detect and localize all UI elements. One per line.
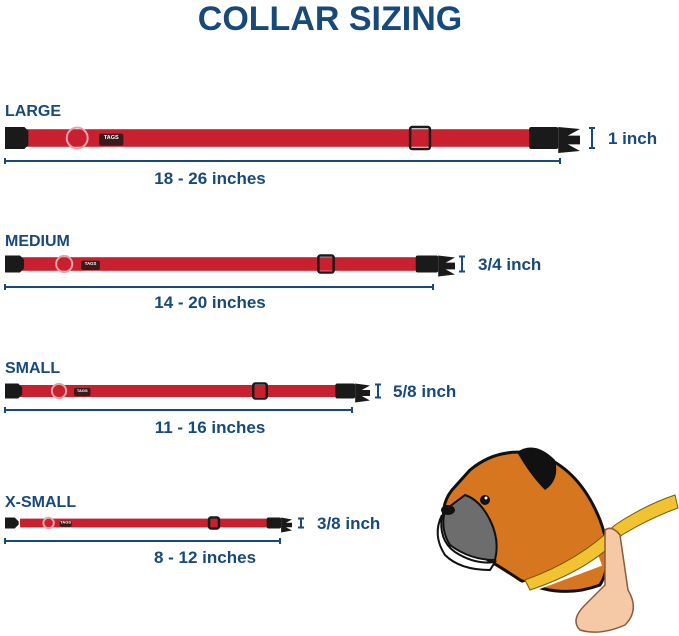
slider-buckle <box>207 516 221 530</box>
dog-measuring-illustration <box>436 447 679 633</box>
collar-size-small: SMALL TAGS 11 - 16 inches 5/8 inch <box>4 360 456 437</box>
size-label: SMALL <box>5 360 60 377</box>
brand-tag <box>99 133 124 146</box>
d-ring <box>50 382 68 400</box>
brand-tag-text: TAGS <box>60 520 71 525</box>
width-indicator <box>589 127 595 149</box>
brand-tag-text: TAGS <box>85 261 97 266</box>
buckle-left <box>5 383 23 399</box>
buckle-clip <box>558 127 580 154</box>
buckle-right <box>529 127 559 149</box>
strap-width: 3/8 inch <box>317 514 380 533</box>
brand-tag-text: TAGS <box>77 388 88 393</box>
size-label: LARGE <box>5 103 61 120</box>
buckle-left <box>4 255 24 273</box>
brand-tag <box>59 520 72 527</box>
strap-width: 5/8 inch <box>393 382 456 401</box>
buckle-right <box>335 383 356 399</box>
page-title: COLLAR SIZING <box>198 0 462 38</box>
length-range: 11 - 16 inches <box>155 418 266 437</box>
brand-tag <box>74 388 91 397</box>
brand-tag <box>81 260 100 270</box>
buckle-right <box>266 517 282 529</box>
collar-size-large: LARGE TAGS 18 - 26 inches 1 inch <box>4 103 657 188</box>
buckle-left <box>5 517 19 529</box>
d-ring <box>42 516 55 530</box>
collar-strap <box>20 385 345 397</box>
buckle-right <box>415 255 439 273</box>
size-label: X-SMALL <box>5 494 76 511</box>
strap-width: 3/4 inch <box>478 255 541 274</box>
width-indicator <box>459 255 465 273</box>
buckle-clip <box>281 517 292 533</box>
buckle-clip <box>355 383 370 403</box>
width-indicator <box>298 517 304 529</box>
collar-size-medium: MEDIUM TAGS 14 - 20 inches 3/4 inch <box>4 233 541 312</box>
buckle-clip <box>438 255 455 277</box>
length-range: 14 - 20 inches <box>154 293 266 312</box>
collar-strap <box>20 129 555 147</box>
size-label: MEDIUM <box>5 233 70 250</box>
collar-strap <box>20 257 430 271</box>
collar-size-x-small: X-SMALL TAGS 8 - 12 inches 3/8 inch <box>4 494 380 567</box>
collar-strap <box>20 518 267 528</box>
slider-buckle <box>252 382 268 400</box>
buckle-left <box>5 127 29 149</box>
width-indicator <box>375 383 381 399</box>
length-range: 18 - 26 inches <box>154 169 266 188</box>
brand-tag-text: TAGS <box>104 135 119 141</box>
length-range: 8 - 12 inches <box>154 548 256 567</box>
slider-buckle <box>408 125 432 151</box>
d-ring <box>65 126 89 150</box>
strap-width: 1 inch <box>608 129 657 148</box>
d-ring <box>55 254 74 274</box>
slider-buckle <box>317 254 335 274</box>
